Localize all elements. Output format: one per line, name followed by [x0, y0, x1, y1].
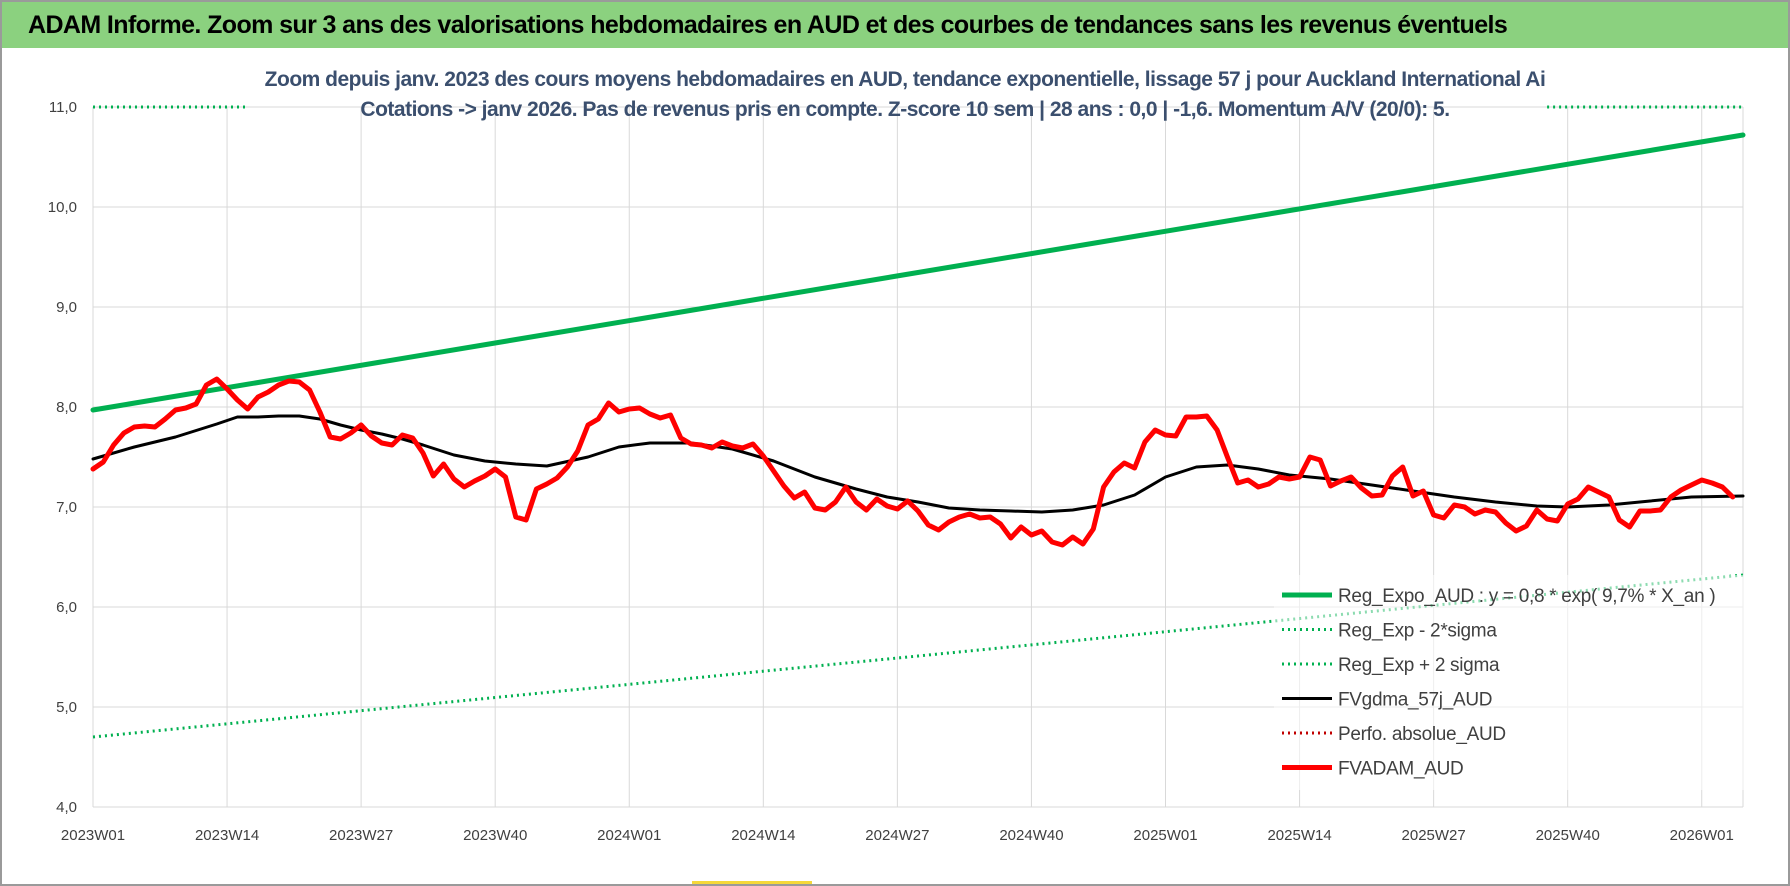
legend-entry-label: FVgdma_57j_AUD: [1338, 690, 1492, 711]
x-tick-label: 2025W27: [1402, 827, 1466, 844]
x-tick-label: 2025W01: [1133, 827, 1197, 844]
x-tick-label: 2024W27: [865, 827, 929, 844]
y-tick-label: 10,0: [48, 199, 77, 216]
x-tick-label: 2023W40: [463, 827, 527, 844]
x-tick-label: 2026W01: [1670, 827, 1734, 844]
trend-line: [90, 132, 1746, 413]
x-tick-label: 2023W27: [329, 827, 393, 844]
x-tick-label: 2025W14: [1267, 827, 1331, 844]
legend-entry-label: Reg_Exp - 2*sigma: [1338, 621, 1497, 642]
x-tick-label: 2025W40: [1536, 827, 1600, 844]
legend-entry-label: Perfo. absolue_AUD: [1338, 724, 1506, 745]
y-tick-label: 6,0: [56, 599, 77, 616]
x-tick-label: 2023W01: [61, 827, 125, 844]
legend-entry-label: Reg_Exp + 2 sigma: [1338, 655, 1500, 676]
chart-subtitle-line-2: Cotations -> janv 2026. Pas de revenus p…: [360, 98, 1449, 121]
x-tick-label: 2024W14: [731, 827, 795, 844]
bottom-accent-bar: [692, 881, 812, 884]
y-tick-label: 4,0: [56, 799, 77, 816]
y-tick-label: 9,0: [56, 299, 77, 316]
y-tick-label: 8,0: [56, 399, 77, 416]
x-tick-label: 2023W14: [195, 827, 259, 844]
x-tick-label: 2024W01: [597, 827, 661, 844]
fv-gdma-line: [91, 414, 1745, 514]
header-title: ADAM Informe. Zoom sur 3 ans des valoris…: [28, 10, 1508, 39]
y-tick-label: 11,0: [49, 99, 77, 116]
y-tick-label: 5,0: [56, 699, 77, 716]
chart-axes: 4,0 5,0 6,0 7,0 8,0 9,0 10,0 11,0 2023W01 2023W14…: [48, 99, 1734, 844]
legend-entry-label: FVADAM_AUD: [1338, 759, 1463, 780]
legend-background: [1274, 575, 1744, 790]
header-bar: ADAM Informe. Zoom sur 3 ans des valoris…: [2, 2, 1788, 48]
fv-adam-line: [90, 376, 1736, 548]
legend-entry-label: Reg_Expo_AUD : y = 0,8 * exp( 9,7% * X_a…: [1338, 586, 1715, 607]
chart-legend: Reg_Expo_AUD : y = 0,8 * exp( 9,7% * X_a…: [1274, 575, 1744, 790]
y-tick-label: 7,0: [56, 499, 77, 516]
line-chart: 4,0 5,0 6,0 7,0 8,0 9,0 10,0 11,0 2023W01 2023W14…: [48, 68, 1746, 844]
x-tick-label: 2024W40: [999, 827, 1063, 844]
chart-subtitle-line-1: Zoom depuis janv. 2023 des cours moyens …: [265, 68, 1546, 91]
